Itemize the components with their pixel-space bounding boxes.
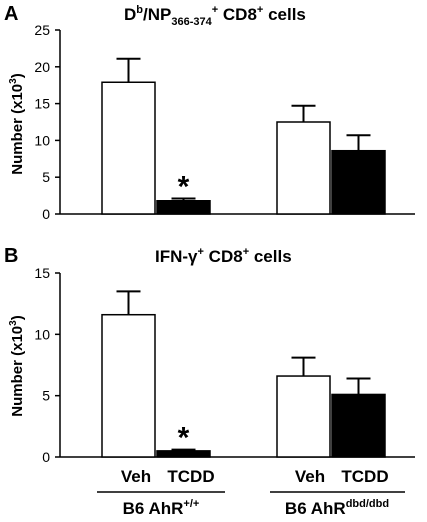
panel-a-bar-veh — [276, 121, 331, 215]
x-label-tcdd-1: TCDD — [167, 467, 214, 486]
panel-b-letter: B — [4, 245, 18, 267]
panel-b-y-tick-label: 5 — [42, 388, 50, 404]
panel-a-title: Db/NP366-374+ CD8+ cells — [124, 4, 306, 28]
panel-a-y-tick-label: 10 — [34, 132, 50, 148]
x-label-tcdd-2: TCDD — [341, 467, 388, 486]
panel-b-title: IFN-γ+ CD8+ cells — [155, 246, 292, 266]
panel-a-bar-veh — [101, 81, 156, 215]
panel-a-y-tick-label: 20 — [34, 59, 50, 75]
group-label-1: B6 AhR+/+ — [123, 498, 200, 518]
panel-b-significance-star: * — [178, 422, 190, 455]
panel-b-y-tick-label: 15 — [34, 265, 50, 281]
panel-a-bar-tcdd — [331, 149, 386, 215]
panel-b-bar-tcdd — [331, 393, 386, 458]
panel-a-y-tick-label: 25 — [34, 22, 50, 38]
x-label-veh-2: Veh — [295, 467, 325, 486]
panel-a-letter: A — [4, 3, 18, 25]
panel-a-bar-tcdd — [156, 200, 211, 215]
panel-a-y-tick-label: 15 — [34, 96, 50, 112]
panel-b-y-axis-label: Number (x103) — [8, 315, 26, 416]
panel-b-y-tick-label: 10 — [34, 326, 50, 342]
panel-b-bar-veh — [276, 375, 331, 458]
group-label-2: B6 AhRdbd/dbd — [285, 498, 389, 518]
panel-a-significance-star: * — [178, 171, 190, 204]
panel-b-bar-tcdd — [156, 450, 211, 458]
panel-a-y-axis-label: Number (x103) — [8, 73, 26, 174]
panel-b-y-tick-label: 0 — [42, 449, 50, 465]
panel-b-bar-veh — [101, 313, 156, 458]
x-label-veh-1: Veh — [121, 467, 151, 486]
panel-a-y-tick-label: 0 — [42, 206, 50, 222]
panel-a-y-tick-label: 5 — [42, 169, 50, 185]
